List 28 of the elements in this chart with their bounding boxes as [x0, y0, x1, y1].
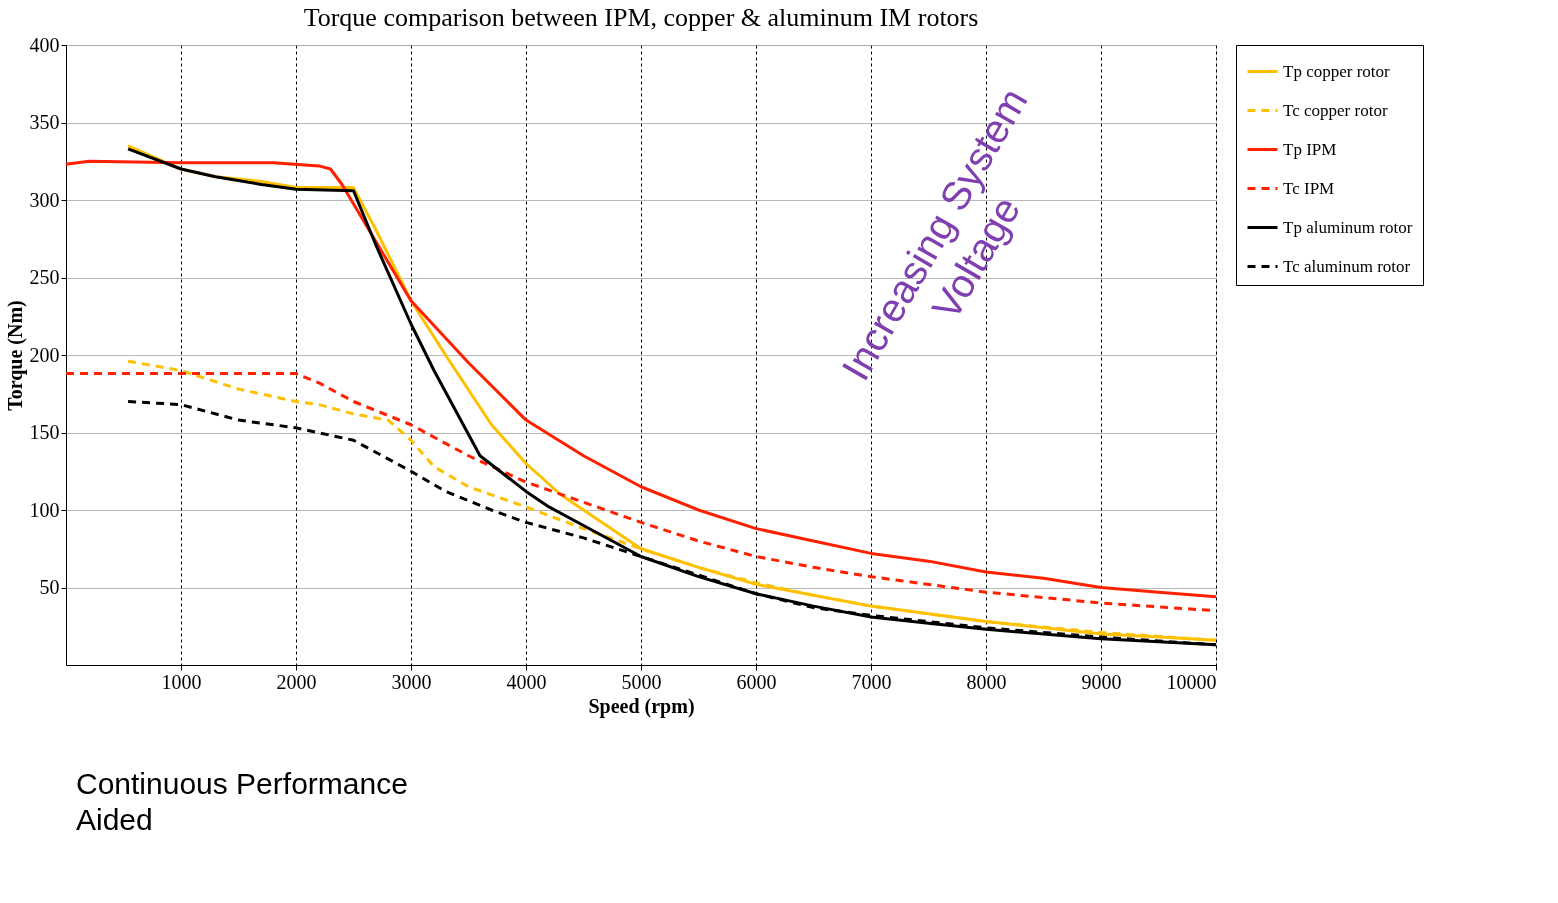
- legend-label: Tp IPM: [1283, 139, 1337, 159]
- x-tick-label: 6000: [736, 670, 777, 693]
- legend-label: Tp aluminum rotor: [1283, 217, 1413, 237]
- x-tick-label: 5000: [621, 670, 662, 693]
- legend-label: Tc aluminum rotor: [1283, 256, 1411, 276]
- y-tick-label: 100: [29, 498, 60, 521]
- y-tick-label: 300: [29, 188, 60, 211]
- x-tick-label: 1000: [161, 670, 202, 693]
- y-tick-label: 50: [39, 576, 60, 598]
- legend-label: Tp copper rotor: [1283, 61, 1391, 81]
- legend-label: Tc IPM: [1283, 178, 1335, 198]
- y-tick-label: 150: [29, 421, 60, 443]
- chart-title: Torque comparison between IPM, copper & aluminum IM rotors: [303, 3, 979, 32]
- text: Continuous Performance Aided: [76, 767, 408, 836]
- x-tick-label: 7000: [851, 670, 892, 693]
- y-tick-label: 400: [29, 33, 60, 56]
- x-tick-label: 4000: [506, 670, 547, 693]
- y-tick-label: 350: [29, 111, 60, 133]
- x-tick-label: 2000: [276, 670, 317, 693]
- x-tick-label: 9000: [1081, 670, 1122, 693]
- x-tick-label: 10000: [1166, 670, 1217, 693]
- x-axis-title: Speed (rpm): [588, 694, 695, 718]
- x-tick-label: 3000: [391, 670, 432, 693]
- y-axis-title: Torque (Nm): [3, 300, 27, 411]
- y-tick-label: 200: [29, 343, 60, 366]
- y-tick-label: 250: [29, 266, 60, 288]
- x-tick-label: 8000: [966, 670, 1007, 693]
- legend-label: Tc copper rotor: [1283, 100, 1388, 120]
